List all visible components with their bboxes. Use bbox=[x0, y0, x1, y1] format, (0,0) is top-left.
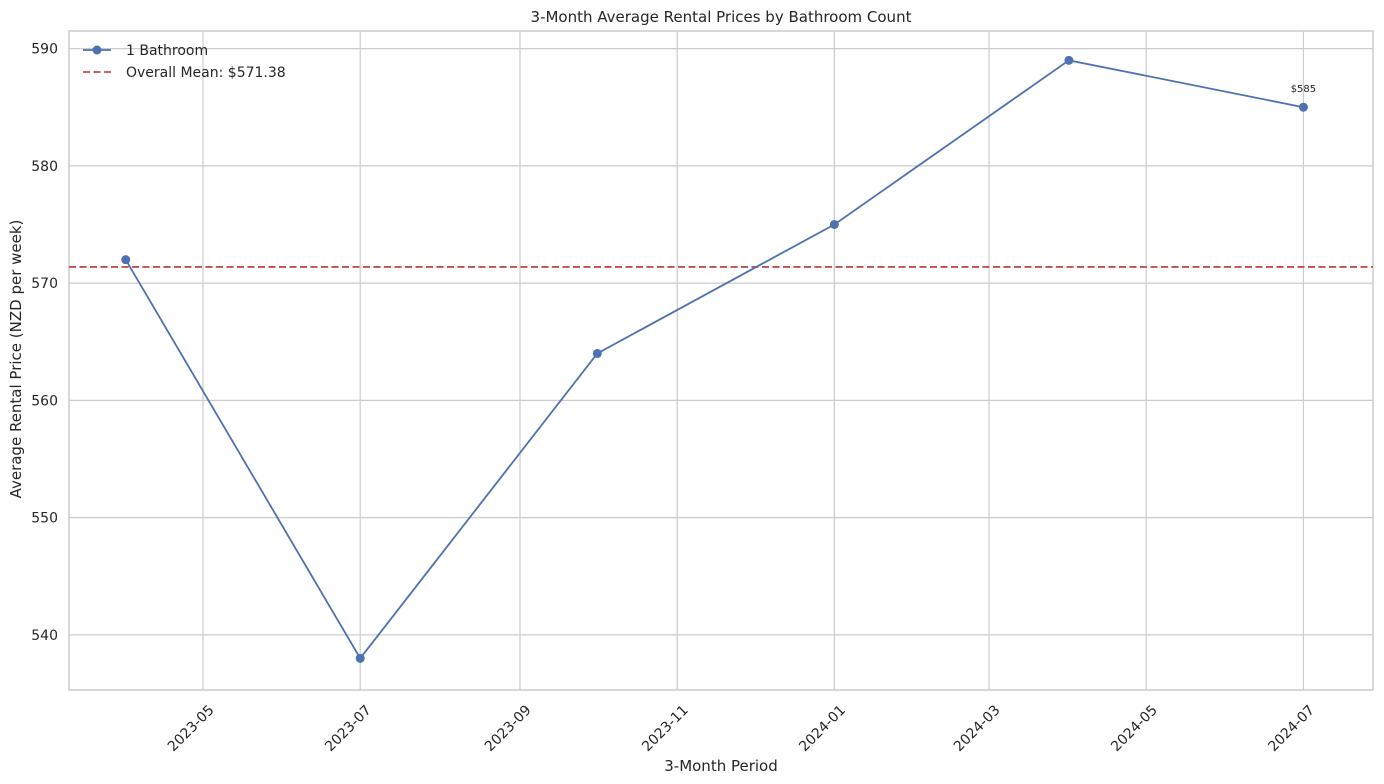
x-tick-label: 2023-05 bbox=[165, 702, 218, 755]
data-point bbox=[1064, 55, 1074, 65]
chart-title: 3-Month Average Rental Prices by Bathroo… bbox=[531, 8, 912, 26]
legend-label: Overall Mean: $571.38 bbox=[126, 65, 286, 81]
x-tick-label: 2024-07 bbox=[1265, 702, 1318, 755]
data-point bbox=[1298, 102, 1308, 112]
x-tick-label: 2023-11 bbox=[639, 702, 692, 755]
x-axis-label: 3-Month Period bbox=[664, 757, 778, 775]
data-point bbox=[121, 255, 131, 265]
series-layer bbox=[121, 55, 1308, 663]
y-tick-label: 560 bbox=[31, 393, 58, 409]
y-tick-label: 580 bbox=[31, 159, 58, 175]
data-label: $585 bbox=[1291, 84, 1316, 95]
data-point bbox=[829, 219, 839, 229]
legend-swatch-marker bbox=[92, 45, 102, 55]
grid bbox=[68, 30, 1374, 691]
series-line bbox=[124, 59, 1304, 660]
x-tick-label: 2024-03 bbox=[951, 702, 1004, 755]
y-axis-label: Average Rental Price (NZD per week) bbox=[7, 220, 25, 499]
x-tick-label: 2023-09 bbox=[482, 702, 535, 755]
x-tick-label: 2023-07 bbox=[322, 702, 375, 755]
legend-label: 1 Bathroom bbox=[126, 43, 208, 59]
y-tick-label: 570 bbox=[31, 276, 58, 292]
annotations: $585 bbox=[1291, 84, 1316, 95]
legend: 1 Bathroom Overall Mean: $571.38 bbox=[83, 43, 286, 81]
y-tick-label: 540 bbox=[31, 628, 58, 644]
plot-frame bbox=[68, 30, 1374, 691]
x-tick-label: 2024-05 bbox=[1108, 702, 1161, 755]
tick-labels: 2023-05 2023-07 2023-09 2023-11 2024-01 2024-… bbox=[31, 42, 1318, 755]
data-point bbox=[592, 348, 602, 358]
y-tick-label: 590 bbox=[31, 42, 58, 58]
x-tick-label: 2024-01 bbox=[796, 702, 849, 755]
y-tick-label: 550 bbox=[31, 511, 58, 527]
data-point bbox=[355, 653, 365, 663]
